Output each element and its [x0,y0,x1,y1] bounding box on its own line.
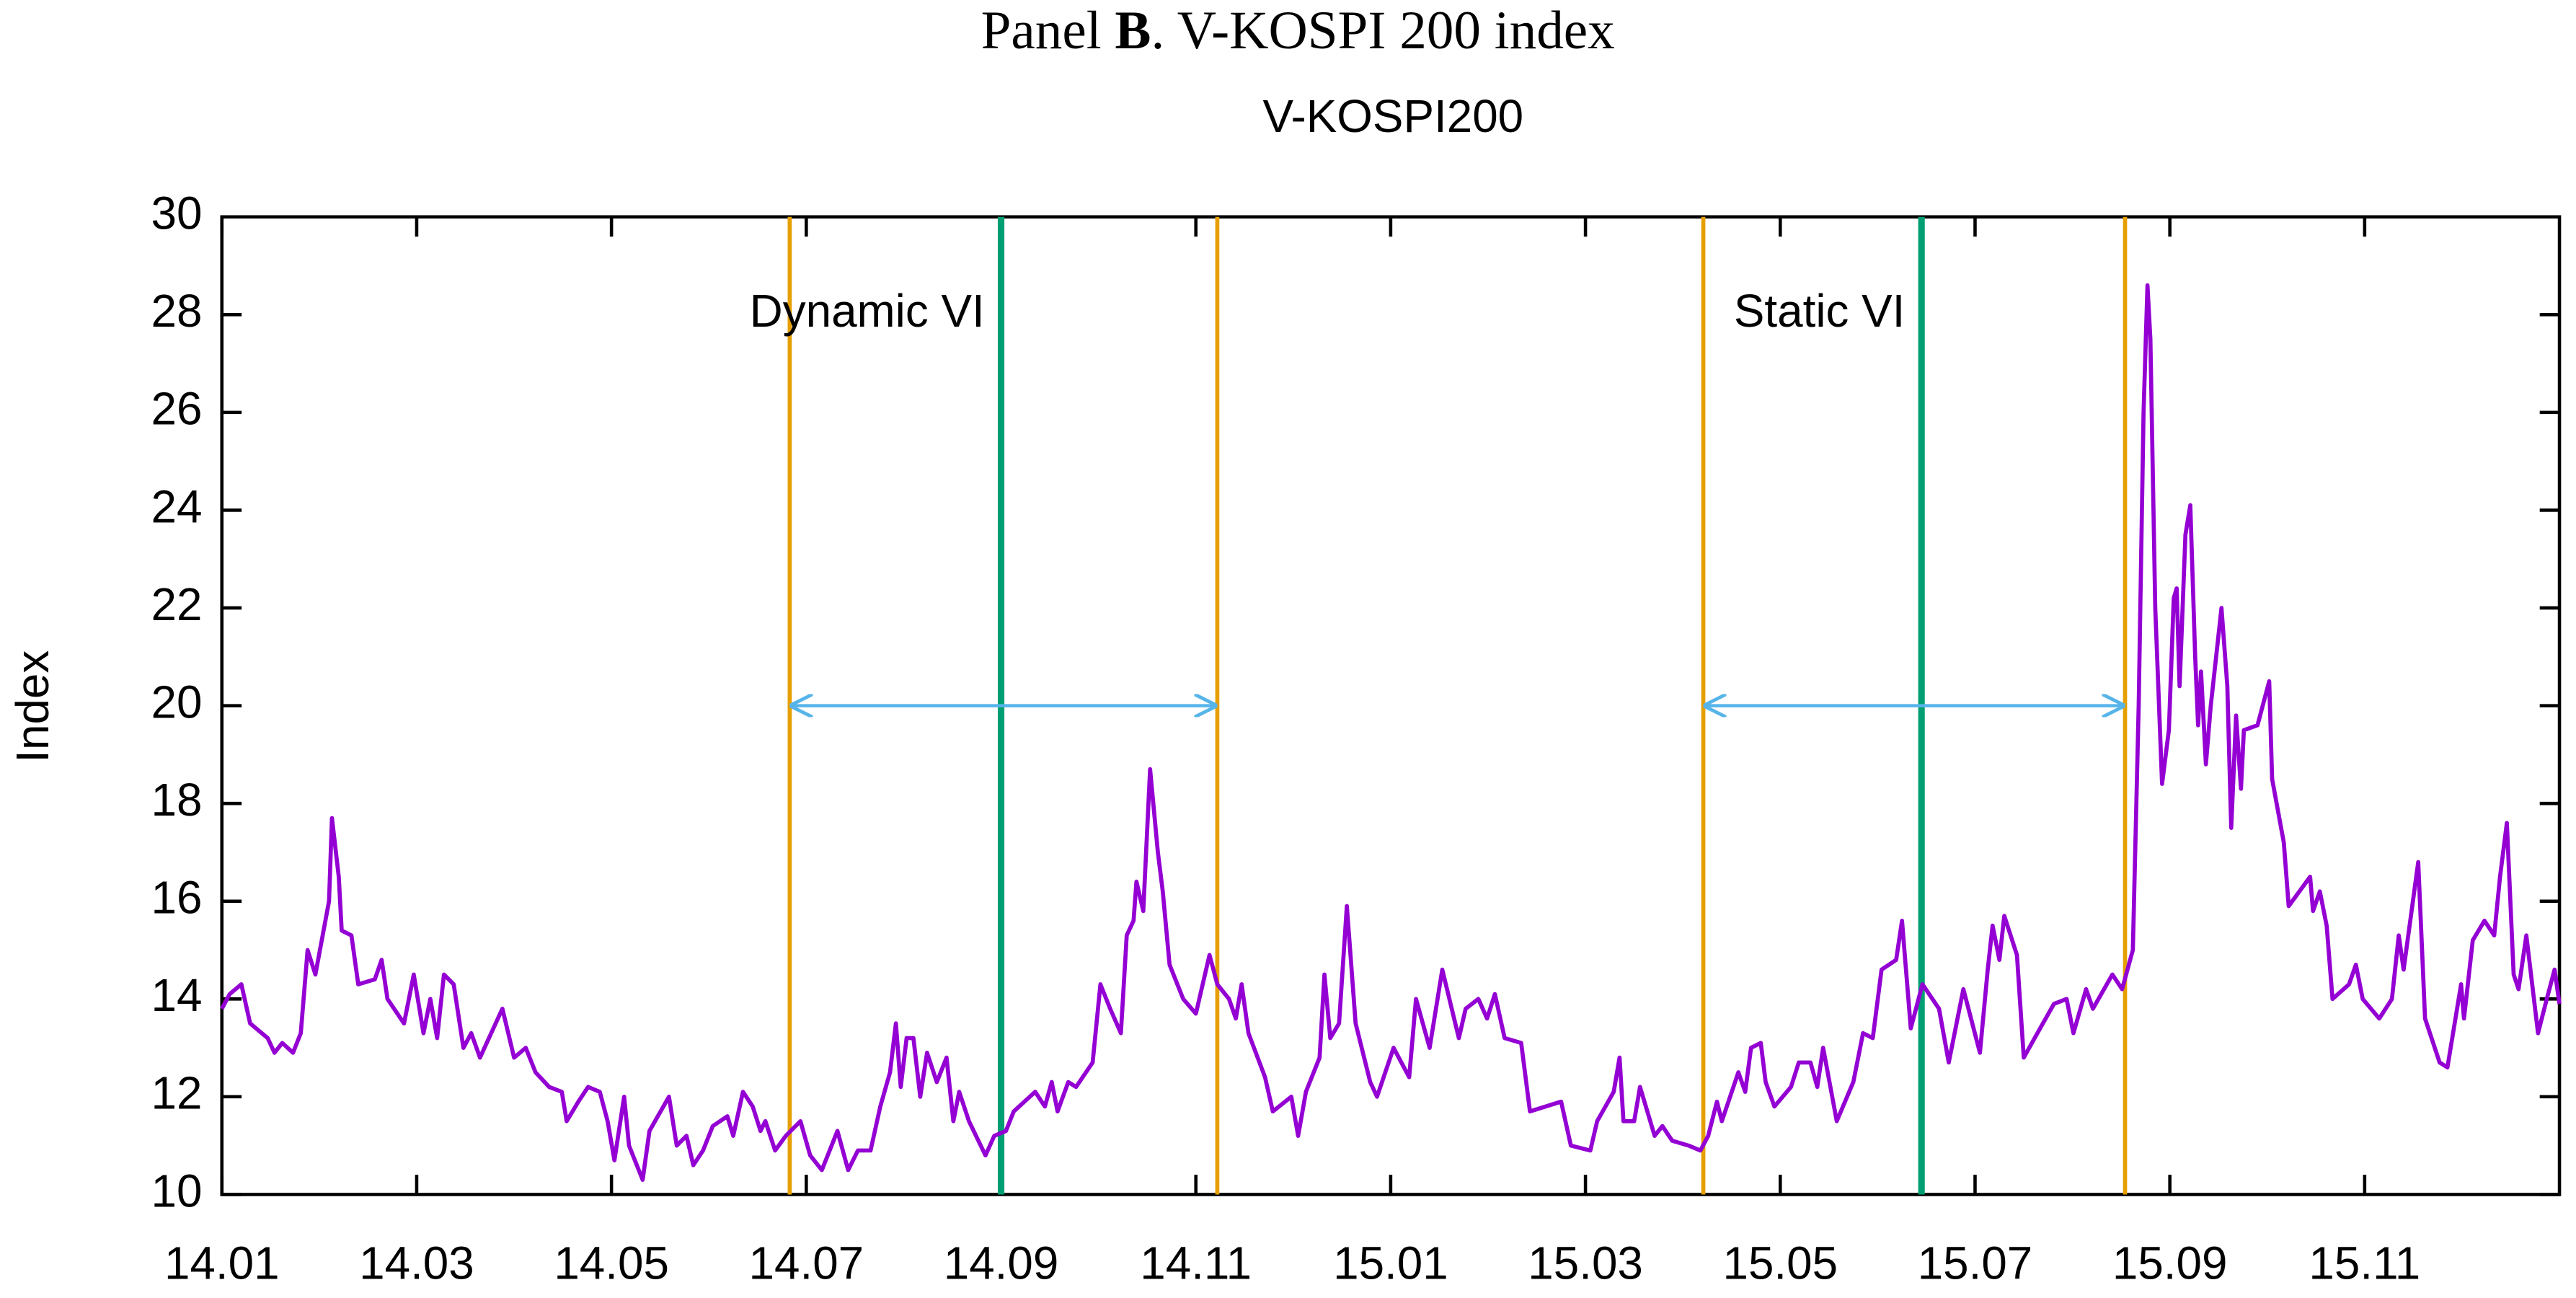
y-tick-label: 20 [151,676,202,728]
y-tick-label: 28 [151,285,202,337]
x-tick-label: 15.01 [1333,1237,1448,1289]
y-tick-label: 18 [151,774,202,826]
x-tick-label: 15.11 [2309,1237,2420,1289]
chart-subtitle: V-KOSPI200 [1263,90,1524,142]
title-part: Panel [981,1,1115,61]
event-label: Static VI [1734,285,1906,337]
title-part: . V-KOSPI 200 index [1151,1,1615,61]
x-tick-label: 15.07 [1918,1237,2033,1289]
y-tick-label: 24 [151,480,202,532]
y-tick-label: 22 [151,578,202,630]
y-tick-label: 14 [151,969,202,1021]
y-tick-label: 10 [151,1165,202,1217]
x-tick-label: 15.05 [1722,1237,1838,1289]
x-tick-label: 14.05 [554,1237,669,1289]
chart-title: Panel B. V-KOSPI 200 index [981,1,1615,61]
x-tick-label: 14.11 [1140,1237,1252,1289]
y-tick-label: 12 [151,1067,202,1119]
x-tick-label: 14.07 [749,1237,864,1289]
event-label: Dynamic VI [750,285,985,337]
y-tick-label: 26 [151,383,202,435]
x-tick-label: 15.03 [1528,1237,1643,1289]
title-part: B [1115,1,1151,61]
x-tick-label: 15.09 [2112,1237,2228,1289]
x-tick-label: 14.09 [944,1237,1059,1289]
series-line [220,283,2562,1182]
x-tick-label: 14.01 [164,1237,280,1289]
x-tick-label: 14.03 [359,1237,474,1289]
y-tick-label: 16 [151,872,202,924]
y-axis-label: Index [6,650,58,763]
y-tick-label: 30 [151,187,202,239]
